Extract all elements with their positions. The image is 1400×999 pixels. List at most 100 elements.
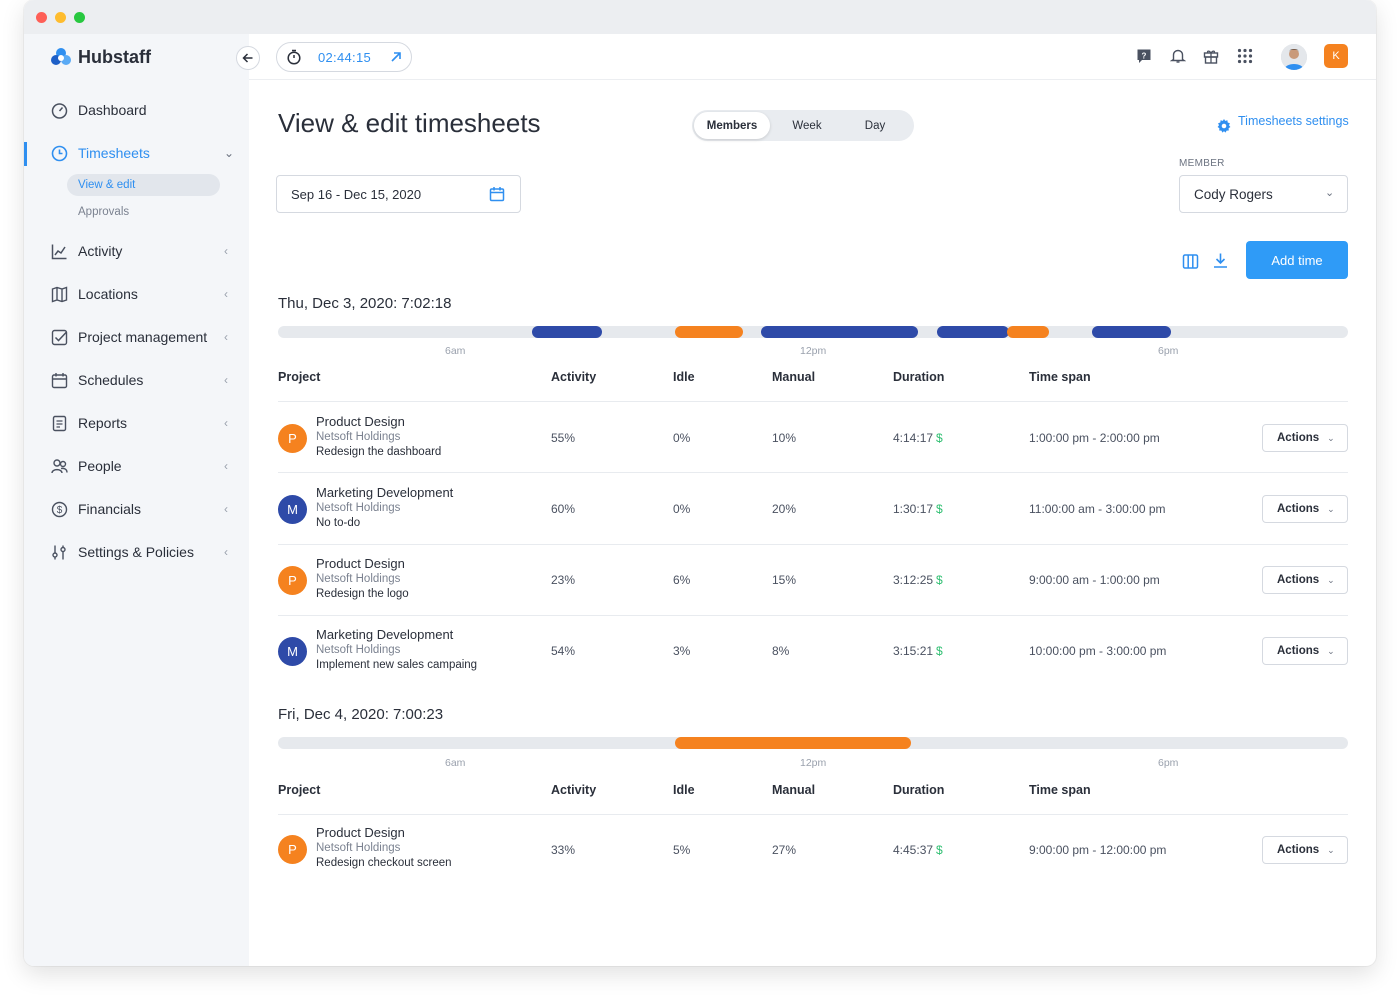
sidebar-item-label: Locations [78,286,138,302]
gear-icon [1217,119,1231,133]
day-title: Fri, Dec 4, 2020: 7:00:23 [278,706,444,723]
duration-value: 3:12:25 [893,573,934,587]
date-range-value: Sep 16 - Dec 15, 2020 [291,186,422,202]
tab-day[interactable]: Day [864,119,886,132]
project-avatar: P [278,566,307,595]
time-span-value: 9:00:00 pm - 12:00:00 pm [1029,843,1167,857]
idle-value: 5% [673,843,691,857]
sidebar-item-dashboard[interactable]: Dashboard [24,95,249,125]
tab-members[interactable]: Members [694,112,770,139]
sub-item-view-edit[interactable]: View & edit [78,179,136,191]
actions-dropdown[interactable]: Actions ⌄ [1262,566,1348,594]
hubstaff-logo-icon [51,48,71,65]
time-span-value: 11:00:00 am - 3:00:00 pm [1029,502,1166,516]
arrow-left-icon [242,53,253,63]
project-avatar: M [278,495,307,524]
calendar-icon [489,187,505,202]
sidebar-item-schedules[interactable]: Schedules ‹ [24,365,249,395]
tab-week[interactable]: Week [792,119,822,132]
maximize-window-button[interactable] [74,12,85,23]
hubstaff-logo[interactable]: Hubstaff [50,46,151,68]
apps-grid-icon[interactable] [1235,46,1255,66]
view-mode-toggle: Members Week Day [692,110,914,141]
duration-value: 4:14:17 [893,431,934,445]
duration-cell: 3:15:21 $ [893,644,943,658]
actions-dropdown[interactable]: Actions ⌄ [1262,495,1348,523]
app-window: Hubstaff Dashboard Timesheets ⌄ View & e… [24,0,1376,966]
actions-label: Actions [1277,645,1320,657]
idle-value: 3% [673,644,691,658]
app-name: Hubstaff [78,46,151,67]
sidebar-item-activity[interactable]: Activity ‹ [24,236,249,266]
duration-value: 3:15:21 [893,644,934,658]
add-time-button[interactable]: Add time [1246,241,1348,279]
col-idle: Idle [673,370,695,384]
timeline-segment[interactable] [761,326,918,338]
collapse-sidebar-button[interactable] [236,46,260,70]
member-select[interactable]: Cody Rogers ⌄ [1179,175,1348,213]
timeline-segment[interactable] [675,737,911,749]
sidebar-item-label: Financials [78,501,142,517]
billable-dollar-icon: $ [936,431,943,445]
manual-value: 8% [772,644,790,658]
sidebar-item-reports[interactable]: Reports ‹ [24,408,249,438]
idle-value: 6% [673,573,691,587]
sidebar: Hubstaff Dashboard Timesheets ⌄ View & e… [24,34,249,966]
timer-widget[interactable]: 02:44:15 [276,42,412,72]
project-name: Marketing Development [316,627,454,642]
help-chat-icon[interactable]: ? [1134,46,1154,66]
minimize-window-button[interactable] [55,12,66,23]
duration-value: 4:45:37 [893,843,934,857]
actions-dropdown[interactable]: Actions ⌄ [1262,424,1348,452]
chevron-down-icon: ⌄ [1327,574,1335,585]
timeline-segment[interactable] [1007,326,1049,338]
page-title: View & edit timesheets [278,108,541,138]
arrow-up-right-icon[interactable] [390,51,402,63]
close-window-button[interactable] [36,12,47,23]
client-name: Netsoft Holdings [316,502,401,514]
chevron-down-icon: ⌄ [224,146,235,160]
sidebar-item-locations[interactable]: Locations ‹ [24,279,249,309]
sidebar-item-timesheets[interactable]: Timesheets ⌄ [24,138,249,168]
chevron-left-icon: ‹ [224,373,228,387]
timeline-segment[interactable] [1092,326,1171,338]
col-time-span: Time span [1029,370,1091,384]
sidebar-item-financials[interactable]: $ Financials ‹ [24,494,249,524]
billable-dollar-icon: $ [936,644,943,658]
timeline-segment[interactable] [937,326,1009,338]
map-icon [50,285,68,303]
timeline-segment[interactable] [532,326,602,338]
col-duration: Duration [893,783,945,797]
columns-icon[interactable] [1180,251,1200,271]
actions-label: Actions [1277,503,1320,515]
sidebar-item-project-management[interactable]: Project management ‹ [24,322,249,352]
stopwatch-icon [287,49,301,65]
project-info: Product Design Netsoft Holdings Redesign… [316,556,409,602]
date-range-picker[interactable]: Sep 16 - Dec 15, 2020 [276,175,521,213]
divider [278,401,1348,402]
duration-cell: 3:12:25 $ [893,573,943,587]
member-value: Cody Rogers [1194,186,1273,202]
bell-icon[interactable] [1168,46,1188,66]
timeline-segment[interactable] [675,326,743,338]
sidebar-item-people[interactable]: People ‹ [24,451,249,481]
actions-dropdown[interactable]: Actions ⌄ [1262,637,1348,665]
user-avatar[interactable] [1281,44,1307,70]
timesheets-settings-link[interactable]: Timesheets settings [1216,114,1349,134]
todo-name: No to-do [316,517,361,529]
download-icon[interactable] [1210,250,1230,270]
activity-value: 54% [551,644,576,658]
sub-item-approvals[interactable]: Approvals [78,206,130,218]
chevron-down-icon: ⌄ [1327,645,1335,656]
organization-badge[interactable]: K [1324,44,1348,68]
todo-name: Redesign the dashboard [316,446,442,458]
actions-dropdown[interactable]: Actions ⌄ [1262,836,1348,864]
divider [278,814,1348,815]
client-name: Netsoft Holdings [316,842,401,854]
project-info: Product Design Netsoft Holdings Redesign… [316,825,452,871]
sidebar-item-settings-policies[interactable]: Settings & Policies ‹ [24,537,249,567]
tick-6pm: 6pm [1158,757,1179,769]
gift-icon[interactable] [1201,46,1221,66]
timesheets-settings-label: Timesheets settings [1238,114,1349,128]
svg-text:$: $ [56,505,62,516]
